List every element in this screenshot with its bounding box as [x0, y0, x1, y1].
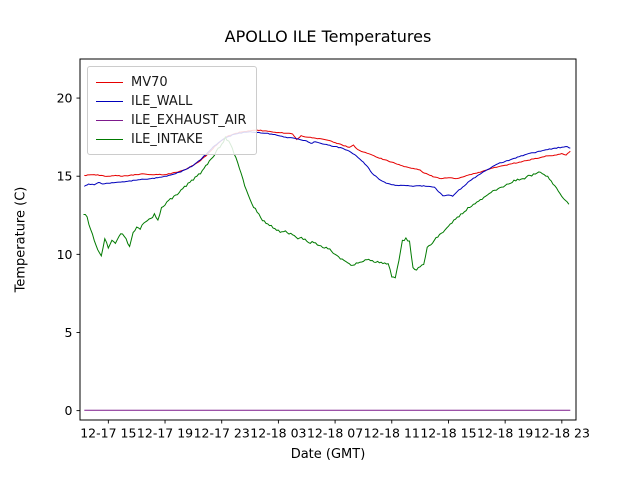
legend-label-ile-wall: ILE_WALL [131, 94, 193, 109]
series-line-ile_wall [84, 131, 571, 197]
legend-item-ile-exhaust-air: ILE_EXHAUST_AIR [96, 111, 247, 130]
x-tick-label: 12-18 07 [307, 426, 363, 441]
y-tick-label: 15 [57, 169, 73, 184]
y-tick-label: 5 [65, 325, 73, 340]
y-tick-label: 20 [57, 91, 73, 106]
legend-label-ile-exhaust-air: ILE_EXHAUST_AIR [131, 113, 247, 128]
legend-item-mv70: MV70 [96, 73, 247, 92]
legend-item-ile-wall: ILE_WALL [96, 92, 247, 111]
y-tick-label: 0 [65, 403, 73, 418]
chart-title: APOLLO ILE Temperatures [224, 27, 432, 46]
x-tick-label: 12-17 15 [80, 426, 136, 441]
legend-label-mv70: MV70 [131, 75, 168, 90]
legend-line-sample-ile-exhaust-air [96, 120, 123, 121]
axes-frame [79, 58, 577, 421]
x-tick-label: 12-18 15 [420, 426, 476, 441]
x-tick-label: 12-18 11 [364, 426, 420, 441]
legend-line-sample-mv70 [96, 82, 123, 83]
series-line-ile_intake [83, 135, 570, 279]
x-tick-label: 12-17 23 [194, 426, 250, 441]
legend-line-sample-ile-wall [96, 101, 123, 102]
y-tick-label: 10 [57, 247, 73, 262]
x-tick-label: 12-18 23 [534, 426, 590, 441]
x-axis-label: Date (GMT) [290, 447, 366, 462]
x-tick-label: 12-17 19 [137, 426, 193, 441]
legend: MV70 ILE_WALL ILE_EXHAUST_AIR ILE_INTAKE [87, 66, 257, 155]
x-tick-label: 12-18 03 [250, 426, 306, 441]
legend-label-ile-intake: ILE_INTAKE [131, 132, 203, 147]
x-tick-label: 12-18 19 [477, 426, 533, 441]
y-axis-label: Temperature (C) [13, 186, 29, 293]
legend-item-ile-intake: ILE_INTAKE [96, 130, 247, 149]
legend-line-sample-ile-intake [96, 139, 123, 140]
